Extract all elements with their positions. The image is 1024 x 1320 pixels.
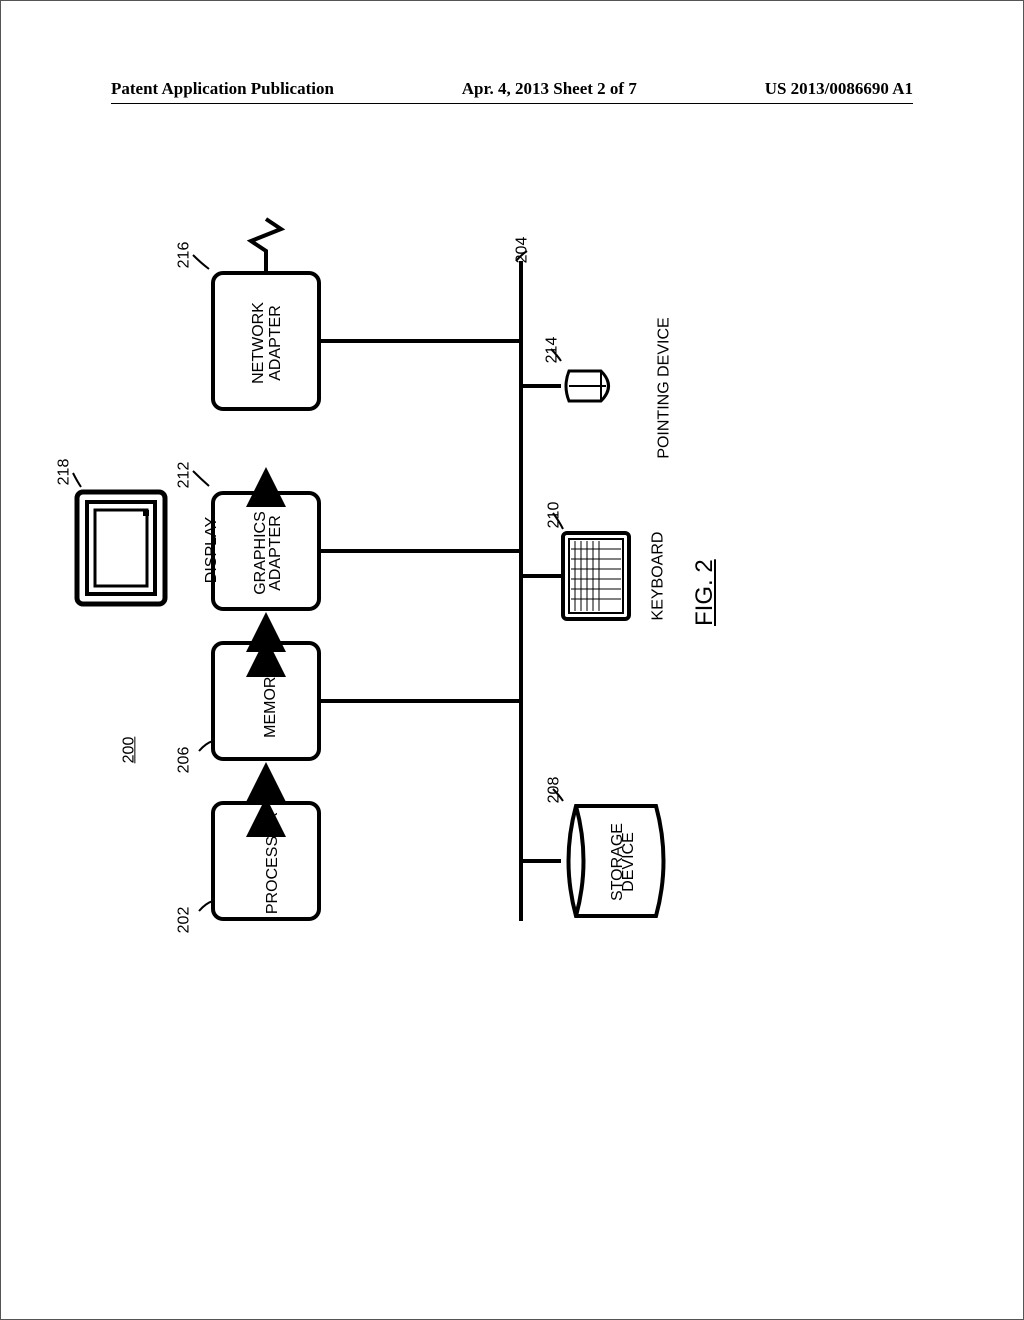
system-ref: 200 bbox=[120, 737, 138, 764]
display-label: DISPLAY bbox=[203, 517, 221, 583]
bus-ref: 204 bbox=[513, 237, 531, 264]
network-ref: 216 bbox=[175, 242, 193, 269]
display-ref: 218 bbox=[55, 459, 73, 486]
network-label-2: ADAPTER bbox=[267, 305, 285, 381]
mouse-ref: 214 bbox=[543, 337, 561, 364]
display-icon bbox=[71, 486, 171, 611]
header-right: US 2013/0086690 A1 bbox=[765, 79, 913, 99]
keyboard-icon bbox=[561, 531, 631, 621]
diagram: 200 PROCESSOR 202 MEMORY 206 GRAPHICS AD… bbox=[191, 211, 551, 951]
processor-ref: 202 bbox=[175, 907, 193, 934]
network-label-1: NETWORK bbox=[250, 302, 268, 384]
graphics-ref: 212 bbox=[175, 462, 193, 489]
page: Patent Application Publication Apr. 4, 2… bbox=[0, 0, 1024, 1320]
keyboard-label: KEYBOARD bbox=[649, 532, 667, 621]
mouse-icon bbox=[561, 361, 616, 411]
storage-ref: 208 bbox=[545, 777, 563, 804]
patent-header: Patent Application Publication Apr. 4, 2… bbox=[111, 79, 913, 104]
header-left: Patent Application Publication bbox=[111, 79, 334, 99]
header-center: Apr. 4, 2013 Sheet 2 of 7 bbox=[462, 79, 637, 99]
memory-label: MEMORY bbox=[262, 666, 280, 738]
processor-label: PROCESSOR bbox=[264, 812, 282, 914]
mouse-label: POINTING DEVICE bbox=[656, 317, 674, 458]
memory-ref: 206 bbox=[175, 747, 193, 774]
graphics-label-2: ADAPTER bbox=[267, 515, 285, 591]
connectors bbox=[71, 211, 591, 951]
figure-caption: FIG. 2 bbox=[691, 559, 719, 626]
keyboard-ref: 210 bbox=[545, 502, 563, 529]
storage-label-2: DEVICE bbox=[620, 832, 638, 892]
